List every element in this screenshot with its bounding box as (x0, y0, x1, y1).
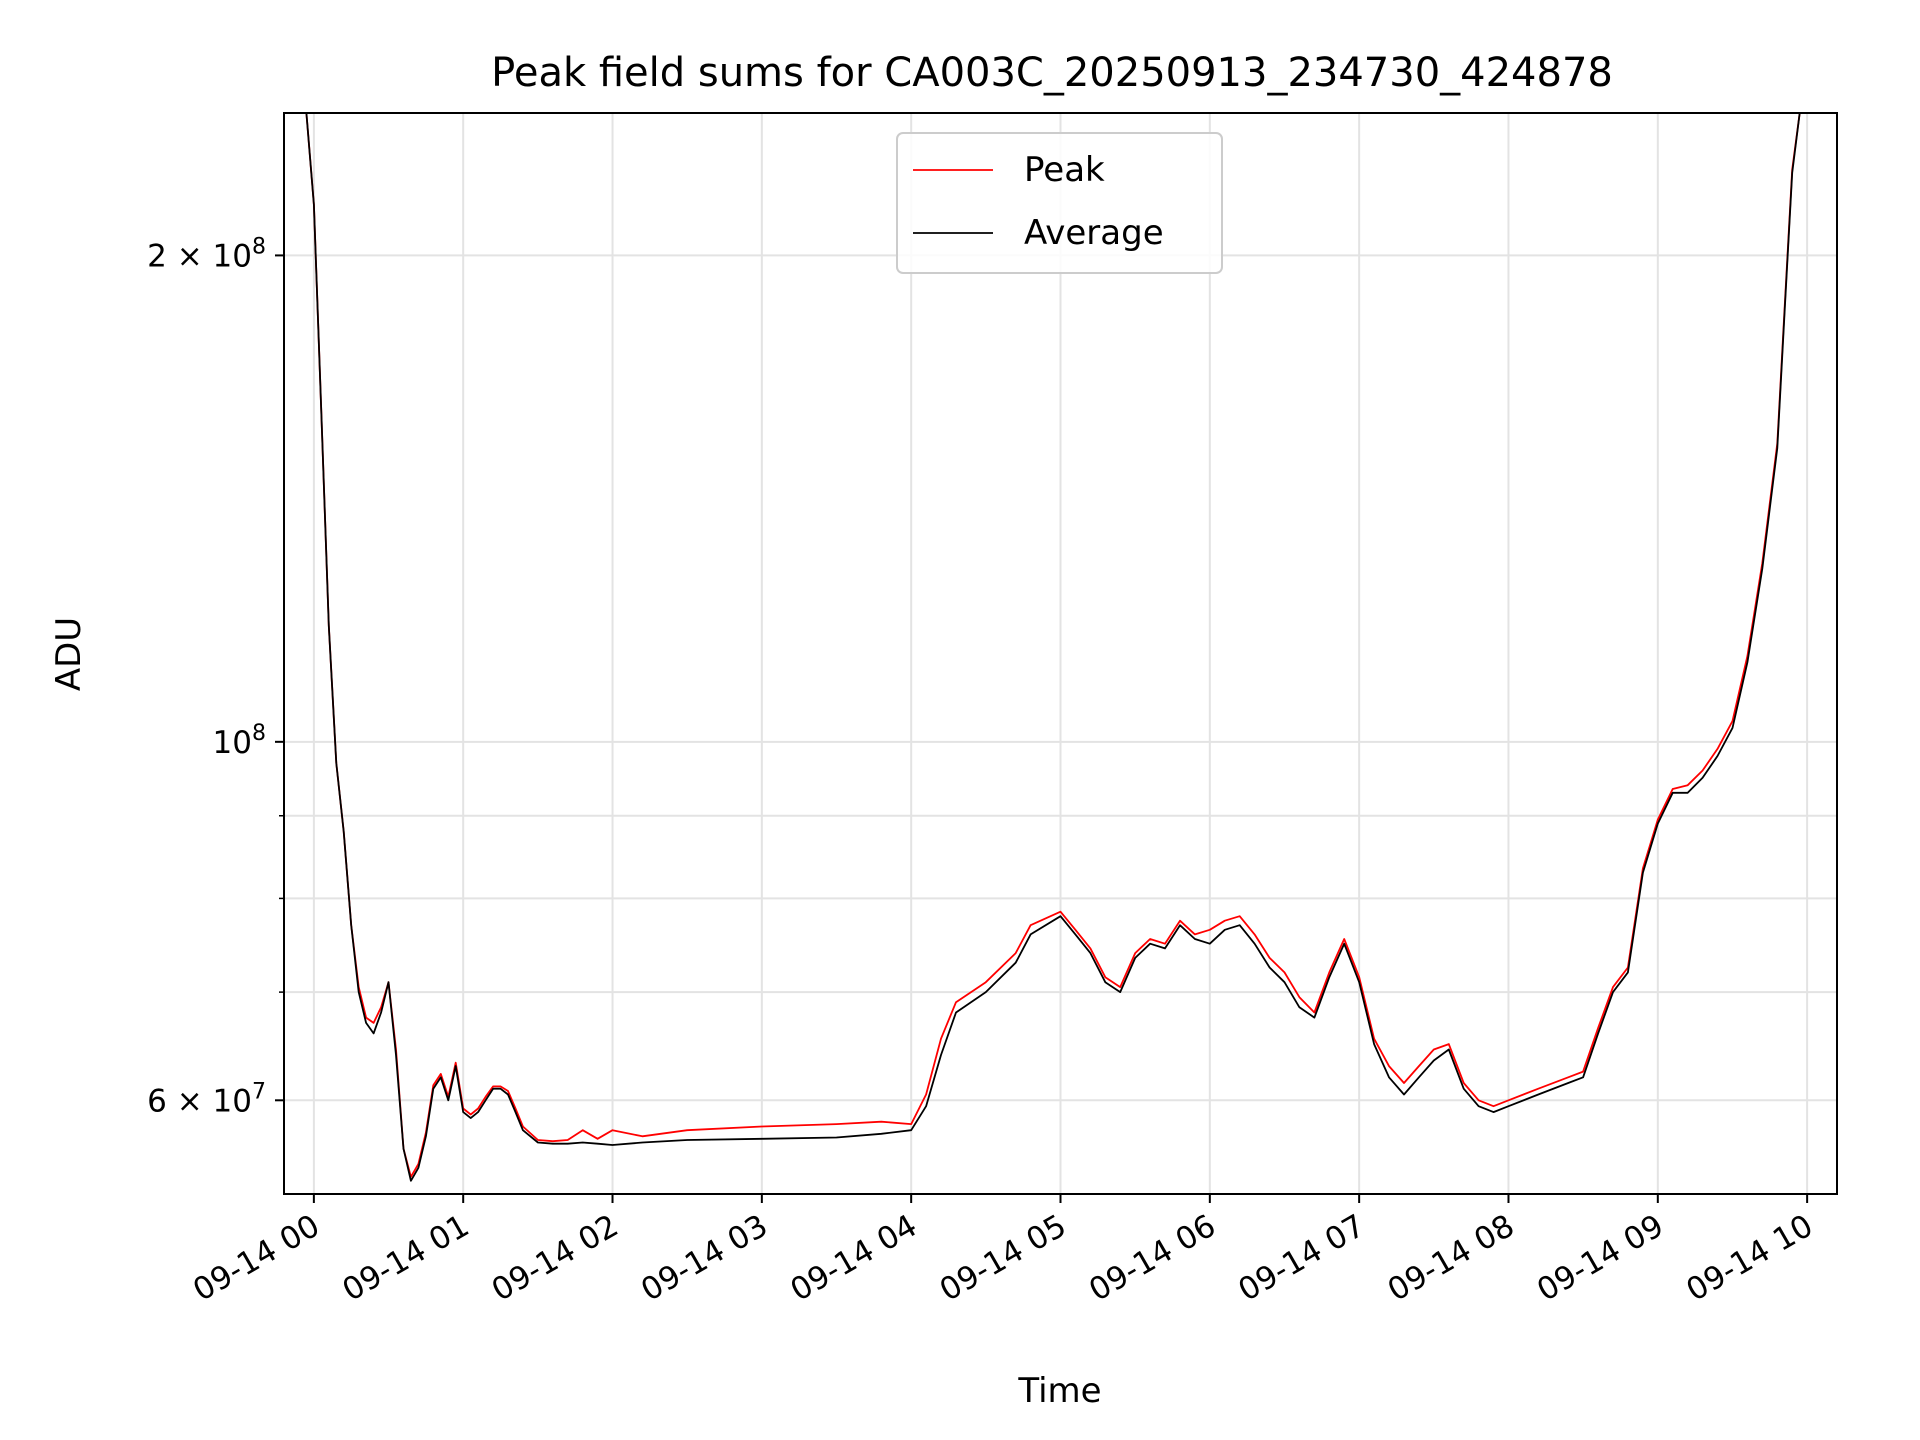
series-line-average (284, 113, 1808, 1182)
y-axis-label: ADU (49, 617, 89, 691)
legend: Peak Average (896, 132, 1223, 274)
legend-label-peak: Peak (1024, 150, 1105, 190)
y-tick-label: 2 × 108 (147, 234, 266, 274)
series-lines (284, 113, 1808, 1182)
legend-label-average: Average (1024, 213, 1164, 253)
y-axis: 6 × 107 108 2 × 108 (147, 234, 284, 1119)
x-axis-label: Time (1017, 1371, 1101, 1411)
chart-title: Peak field sums for CA003C_20250913_2347… (491, 50, 1613, 96)
y-tick-label: 108 (213, 721, 266, 761)
y-tick-label: 6 × 107 (147, 1079, 266, 1119)
legend-box (896, 132, 1223, 274)
